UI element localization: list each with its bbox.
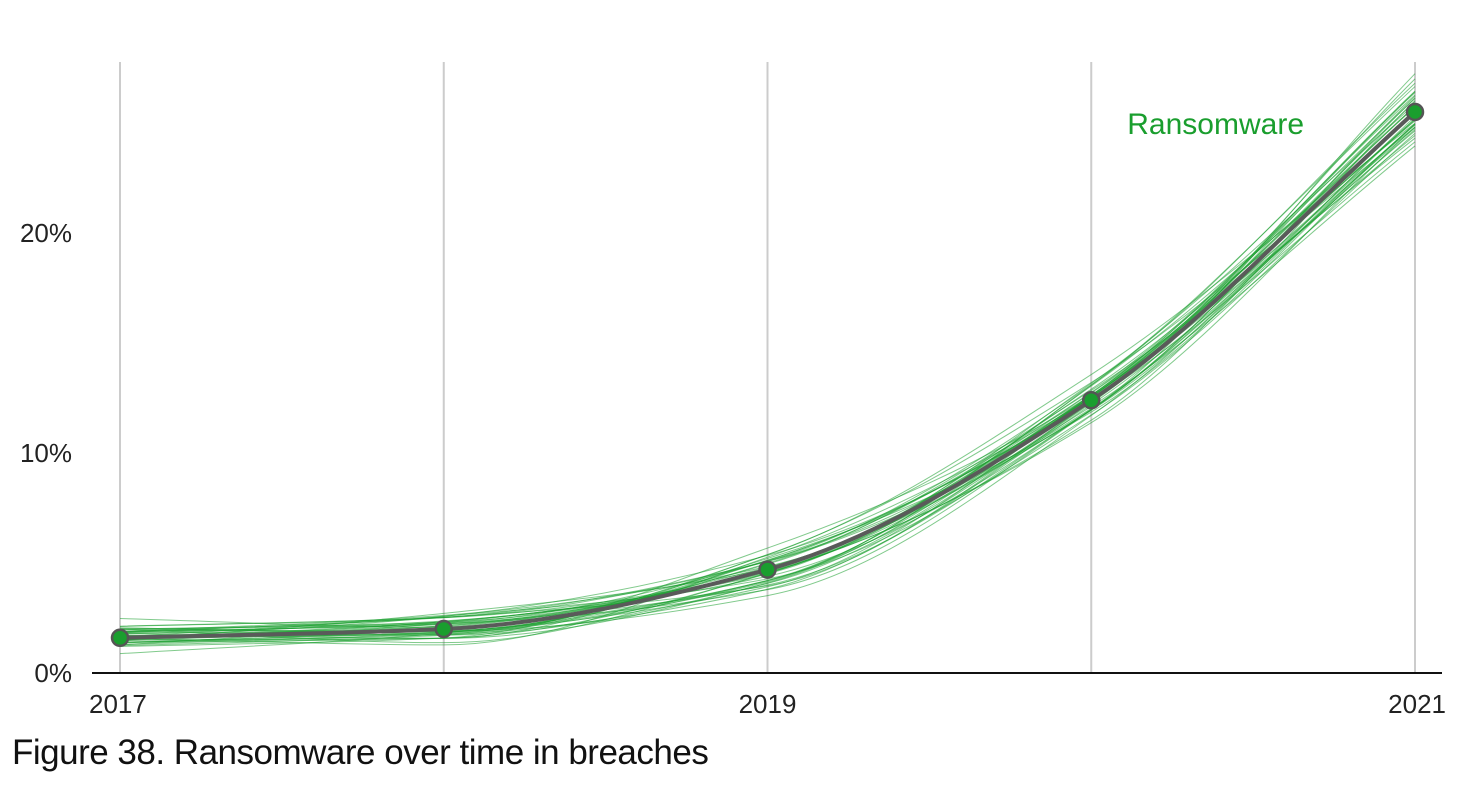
data-point-2021 <box>1405 102 1425 122</box>
x-tick-label: 2019 <box>739 689 797 719</box>
data-point-2017 <box>110 628 130 648</box>
uncertainty-draw-line <box>119 124 1416 643</box>
gridlines <box>119 62 1416 673</box>
labels: 0% 10% 20% 2017 2019 2021 Ransomware <box>20 108 1446 719</box>
series-label-ransomware: Ransomware <box>1127 108 1304 141</box>
x-tick-label: 2017 <box>89 689 147 719</box>
y-tick-label: 0% <box>34 658 72 688</box>
median-series <box>110 102 1425 648</box>
series-line-ransomware <box>118 110 1417 640</box>
uncertainty-draw-line <box>119 90 1416 647</box>
data-point-2020 <box>1082 390 1101 410</box>
uncertainty-draw-line <box>119 95 1416 633</box>
figure-caption: Figure 38. Ransomware over time in breac… <box>12 733 709 772</box>
data-point-2018 <box>434 619 453 639</box>
uncertainty-draw-line <box>119 113 1416 646</box>
y-tick-label: 20% <box>20 218 72 248</box>
uncertainty-draw-line <box>119 73 1416 635</box>
x-tick-label: 2021 <box>1388 689 1446 719</box>
data-point-2019 <box>758 560 777 579</box>
y-tick-label: 10% <box>20 438 72 468</box>
